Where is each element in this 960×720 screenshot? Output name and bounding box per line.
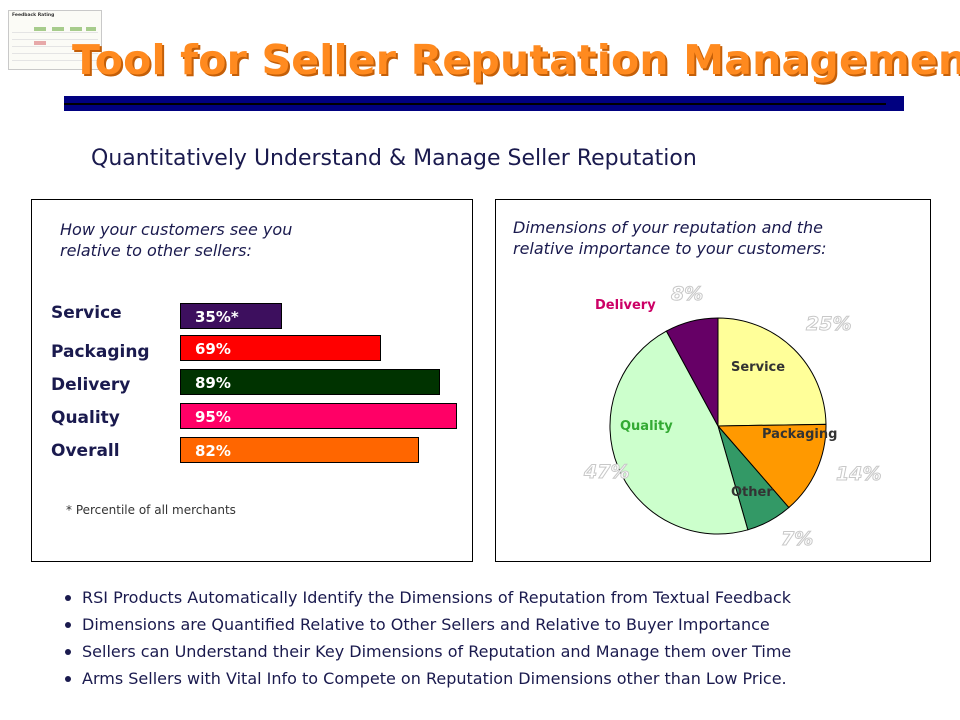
feature-bullet-list: RSI Products Automatically Identify the … <box>60 588 940 696</box>
bar-category-label: Quality <box>51 408 120 428</box>
bar-category-label: Service <box>51 303 122 323</box>
thumbnail-row <box>12 34 98 40</box>
bullet-item: Arms Sellers with Vital Info to Compete … <box>60 669 940 696</box>
reputation-dimensions-pie-panel: Dimensions of your reputation and the re… <box>495 199 931 562</box>
bar-value-label: 82% <box>195 442 231 460</box>
bar-quality: 95% <box>180 403 457 429</box>
percentile-bar-chart-panel: How your customers see you relative to o… <box>31 199 473 562</box>
right-caption-line1: Dimensions of your reputation and the <box>513 218 824 237</box>
bullet-item: Sellers can Understand their Key Dimensi… <box>60 642 940 669</box>
bar-value-label: 89% <box>195 374 231 392</box>
bar-delivery: 89% <box>180 369 440 395</box>
thumbnail-title: Feedback Rating <box>12 13 55 18</box>
bar-packaging: 69% <box>180 335 381 361</box>
bullet-item: Dimensions are Quantified Relative to Ot… <box>60 615 940 642</box>
bar-category-label: Packaging <box>51 342 150 362</box>
pie-percent-label: 8% <box>671 283 703 305</box>
left-panel-caption: How your customers see you relative to o… <box>60 219 292 261</box>
pie-category-label: Delivery <box>595 298 656 313</box>
slide-subtitle: Quantitatively Understand & Manage Selle… <box>91 146 697 171</box>
thumbnail-row <box>12 55 98 61</box>
left-caption-line1: How your customers see you <box>60 220 293 239</box>
percentile-footnote: * Percentile of all merchants <box>66 503 236 517</box>
pie-percent-label: 25% <box>806 313 851 335</box>
pie-category-label: Quality <box>620 419 673 434</box>
pie-slice-packaging <box>716 423 827 509</box>
title-underline-line <box>64 103 886 105</box>
pie-category-label: Other <box>731 485 773 500</box>
pie-category-label: Packaging <box>762 427 837 442</box>
pie-slice-service <box>717 317 827 427</box>
bar-category-label: Delivery <box>51 375 131 395</box>
thumbnail-row <box>12 41 98 47</box>
thumbnail-row <box>12 27 98 33</box>
slide-title: Tool for Seller Reputation Management <box>72 36 960 84</box>
bullet-item: RSI Products Automatically Identify the … <box>60 588 940 615</box>
bar-category-label: Overall <box>51 441 120 461</box>
pie-chart: Service Packaging Other Quality Delivery 25% 1… <box>583 283 882 551</box>
bar-service: 35%* <box>180 303 282 329</box>
pie-percent-label: 14% <box>836 463 881 485</box>
pie-category-label: Service <box>731 360 785 375</box>
bar-value-label: 35%* <box>195 308 239 326</box>
bar-value-label: 95% <box>195 408 231 426</box>
right-caption-line2: relative importance to your customers: <box>513 239 827 258</box>
feedback-rating-thumbnail: Feedback Rating <box>8 10 102 70</box>
right-panel-caption: Dimensions of your reputation and the re… <box>513 217 827 259</box>
left-caption-line2: relative to other sellers: <box>60 241 252 260</box>
bar-overall: 82% <box>180 437 419 463</box>
bar-value-label: 69% <box>195 340 231 358</box>
pie-slice-delivery <box>665 317 719 427</box>
pie-slice-quality <box>609 330 749 535</box>
pie-percent-label: 7% <box>781 528 813 550</box>
thumbnail-row <box>12 48 98 54</box>
pie-percent-label: 47% <box>583 461 629 483</box>
